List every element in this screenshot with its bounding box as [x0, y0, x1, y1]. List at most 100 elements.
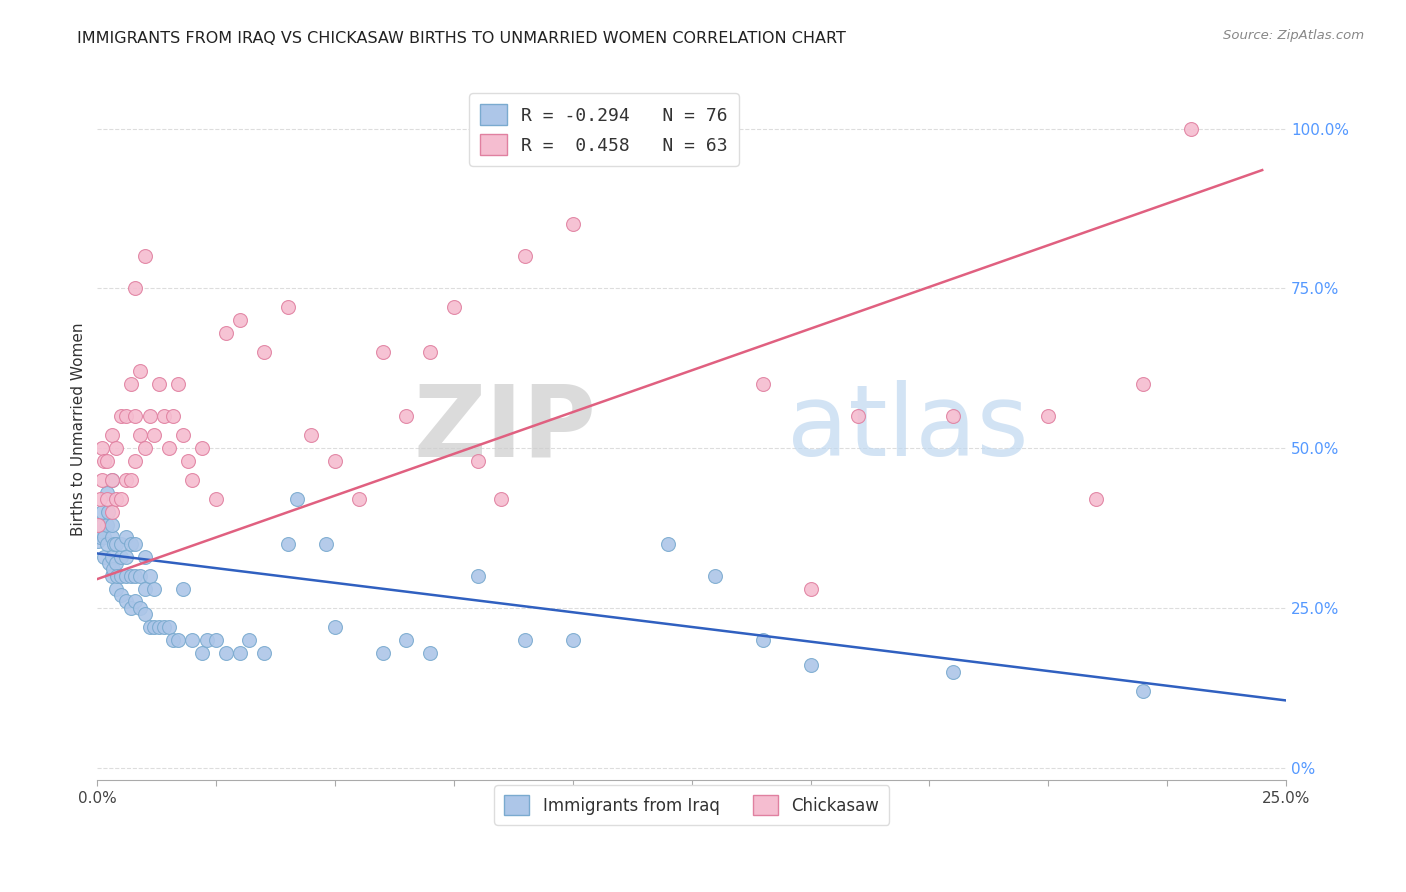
Point — [347, 492, 370, 507]
Point — [419, 646, 441, 660]
Point — [110, 569, 132, 583]
Point — [129, 569, 152, 583]
Point — [285, 492, 308, 507]
Point — [467, 569, 489, 583]
Point — [98, 556, 121, 570]
Point — [191, 441, 214, 455]
Point — [115, 549, 138, 564]
Point — [215, 326, 238, 340]
Point — [191, 646, 214, 660]
Point — [134, 582, 156, 596]
Point — [105, 492, 128, 507]
Point — [124, 537, 146, 551]
Point — [138, 620, 160, 634]
Text: IMMIGRANTS FROM IRAQ VS CHICKASAW BIRTHS TO UNMARRIED WOMEN CORRELATION CHART: IMMIGRANTS FROM IRAQ VS CHICKASAW BIRTHS… — [77, 31, 846, 46]
Point — [100, 569, 122, 583]
Point — [110, 537, 132, 551]
Point — [143, 582, 166, 596]
Point — [115, 473, 138, 487]
Point — [395, 632, 418, 647]
Point — [229, 313, 252, 327]
Point — [87, 533, 110, 548]
Point — [143, 428, 166, 442]
Point — [205, 632, 228, 647]
Point — [96, 485, 118, 500]
Point — [195, 632, 218, 647]
Point — [96, 454, 118, 468]
Point — [100, 428, 122, 442]
Point — [395, 409, 418, 423]
Point — [181, 473, 204, 487]
Point — [120, 377, 142, 392]
Point — [315, 537, 337, 551]
Point — [134, 249, 156, 263]
Point — [100, 505, 122, 519]
Point — [419, 345, 441, 359]
Text: Source: ZipAtlas.com: Source: ZipAtlas.com — [1223, 29, 1364, 42]
Point — [110, 409, 132, 423]
Point — [115, 569, 138, 583]
Point — [105, 537, 128, 551]
Point — [515, 632, 537, 647]
Point — [253, 345, 276, 359]
Point — [153, 409, 176, 423]
Point — [91, 505, 114, 519]
Legend: Immigrants from Iraq, Chickasaw: Immigrants from Iraq, Chickasaw — [495, 786, 889, 825]
Point — [1084, 492, 1107, 507]
Point — [167, 632, 190, 647]
Text: atlas: atlas — [787, 380, 1028, 477]
Point — [799, 658, 821, 673]
Point — [129, 364, 152, 378]
Point — [91, 473, 114, 487]
Point — [129, 600, 152, 615]
Point — [90, 524, 112, 538]
Point — [138, 409, 160, 423]
Point — [93, 531, 115, 545]
Text: ZIP: ZIP — [413, 380, 596, 477]
Point — [110, 588, 132, 602]
Point — [93, 549, 115, 564]
Point — [148, 377, 170, 392]
Point — [371, 646, 394, 660]
Point — [100, 517, 122, 532]
Point — [515, 249, 537, 263]
Point — [657, 537, 679, 551]
Point — [323, 620, 346, 634]
Point — [96, 492, 118, 507]
Point — [115, 531, 138, 545]
Point — [124, 409, 146, 423]
Point — [1180, 121, 1202, 136]
Point — [91, 517, 114, 532]
Point — [162, 632, 184, 647]
Point — [443, 301, 465, 315]
Point — [704, 569, 727, 583]
Point — [942, 409, 965, 423]
Point — [157, 620, 180, 634]
Point — [561, 632, 583, 647]
Y-axis label: Births to Unmarried Women: Births to Unmarried Women — [72, 322, 86, 535]
Point — [124, 569, 146, 583]
Point — [115, 594, 138, 608]
Point — [704, 121, 727, 136]
Point — [105, 582, 128, 596]
Point — [148, 620, 170, 634]
Point — [93, 454, 115, 468]
Point — [110, 549, 132, 564]
Point — [124, 594, 146, 608]
Point — [134, 549, 156, 564]
Point — [124, 281, 146, 295]
Point — [172, 582, 194, 596]
Point — [129, 428, 152, 442]
Point — [101, 562, 124, 576]
Point — [752, 377, 775, 392]
Point — [157, 441, 180, 455]
Point — [172, 428, 194, 442]
Point — [491, 492, 513, 507]
Point — [181, 632, 204, 647]
Point — [561, 218, 583, 232]
Point — [1038, 409, 1060, 423]
Point — [120, 473, 142, 487]
Point — [100, 531, 122, 545]
Point — [115, 409, 138, 423]
Point — [799, 582, 821, 596]
